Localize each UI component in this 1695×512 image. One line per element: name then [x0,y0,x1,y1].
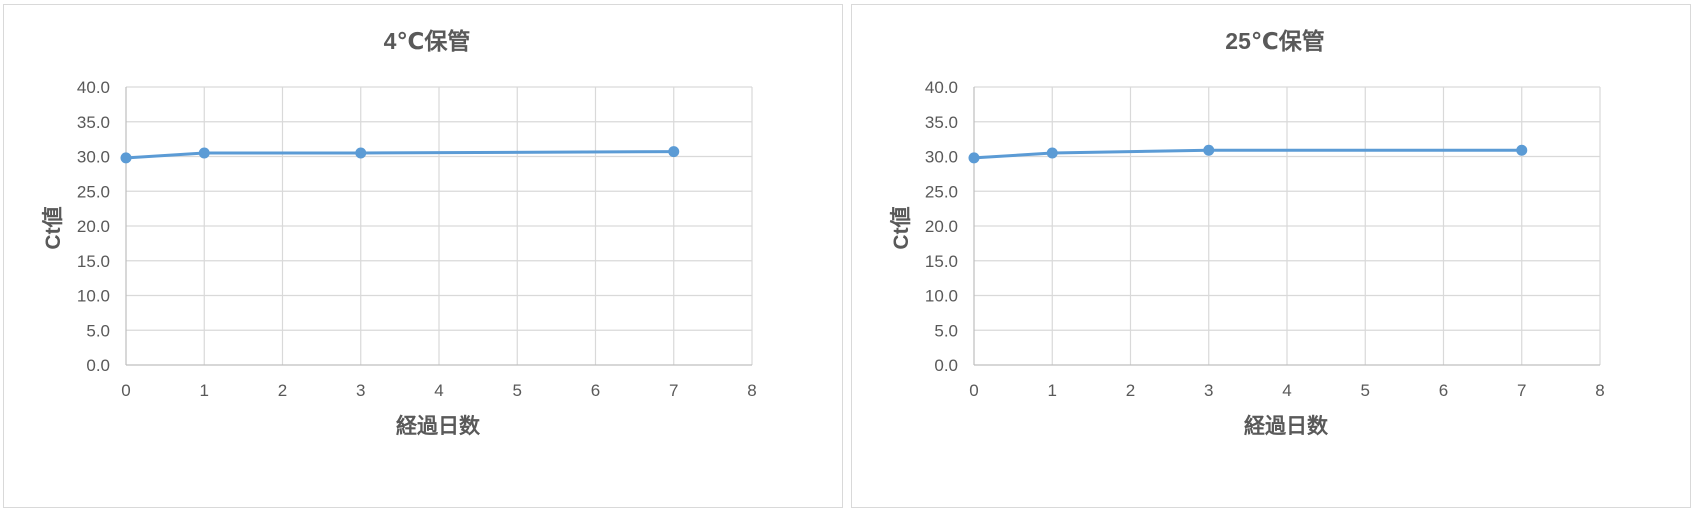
y-tick-label: 5.0 [934,321,958,340]
y-tick-label: 20.0 [925,217,958,236]
x-tick-label: 1 [200,381,209,400]
series-line [973,148,1522,160]
y-tick-label: 40.0 [925,78,958,97]
data-point [1516,144,1528,156]
x-tick-label: 2 [278,381,287,400]
data-point [968,152,980,164]
y-tick-label: 30.0 [925,148,958,167]
y-tick-label: 10.0 [925,287,958,306]
x-tick-label: 0 [969,381,978,400]
y-tick-label: 25.0 [77,182,110,201]
x-tick-label: 3 [356,381,365,400]
x-axis-title: 経過日数 [396,414,481,438]
y-tick-label: 35.0 [77,113,110,132]
chart-panel-4c: 4℃保管 0.0 5.0 10.0 15.0 20.0 25.0 30.0 35.0 40.0 0 1… [3,4,843,508]
y-axis-title: Ct値 [889,206,913,249]
x-axis-title: 経過日数 [1244,414,1329,438]
y-tick-label: 30.0 [77,148,110,167]
x-tick-label: 1 [1048,381,1057,400]
y-tick-label: 0.0 [934,356,958,375]
y-axis-title: Ct値 [41,206,65,249]
x-tick-label: 4 [434,381,443,400]
chart-title: 25℃保管 [1225,28,1324,54]
chart-panel-25c: 25℃保管 0.0 5.0 10.0 15.0 20.0 25.0 30.0 35.0 40.0 0… [851,4,1691,508]
x-tick-label: 3 [1204,381,1213,400]
y-tick-label: 0.0 [86,356,110,375]
y-tick-label: 15.0 [77,252,110,271]
y-tick-label: 20.0 [77,217,110,236]
y-tick-label: 40.0 [77,78,110,97]
x-tick-label: 4 [1282,381,1291,400]
chart-title: 4℃保管 [384,28,471,54]
x-tick-label: 6 [1439,381,1448,400]
data-point [1046,147,1058,159]
x-tick-label: 5 [1361,381,1370,400]
x-tick-label: 7 [1517,381,1526,400]
y-tick-label: 15.0 [925,252,958,271]
data-point [1203,144,1215,156]
x-tick-label: 2 [1126,381,1135,400]
y-tick-label: 5.0 [86,321,110,340]
x-tick-label: 8 [1595,381,1604,400]
chart-svg-4c: 4℃保管 0.0 5.0 10.0 15.0 20.0 25.0 30.0 35.0 40.0 0 1… [41,28,757,438]
data-point [198,147,210,159]
x-tick-label: 6 [591,381,600,400]
data-point [120,152,132,164]
y-tick-label: 35.0 [925,113,958,132]
x-tick-label: 7 [669,381,678,400]
chart-svg-25c: 25℃保管 0.0 5.0 10.0 15.0 20.0 25.0 30.0 35.0 40.0 0… [889,28,1605,438]
y-tick-label: 25.0 [925,182,958,201]
data-point [668,146,680,158]
x-tick-label: 0 [121,381,130,400]
x-tick-label: 8 [747,381,756,400]
y-tick-label: 10.0 [77,287,110,306]
data-point [355,147,367,159]
x-tick-label: 5 [513,381,522,400]
series-line [125,150,674,160]
